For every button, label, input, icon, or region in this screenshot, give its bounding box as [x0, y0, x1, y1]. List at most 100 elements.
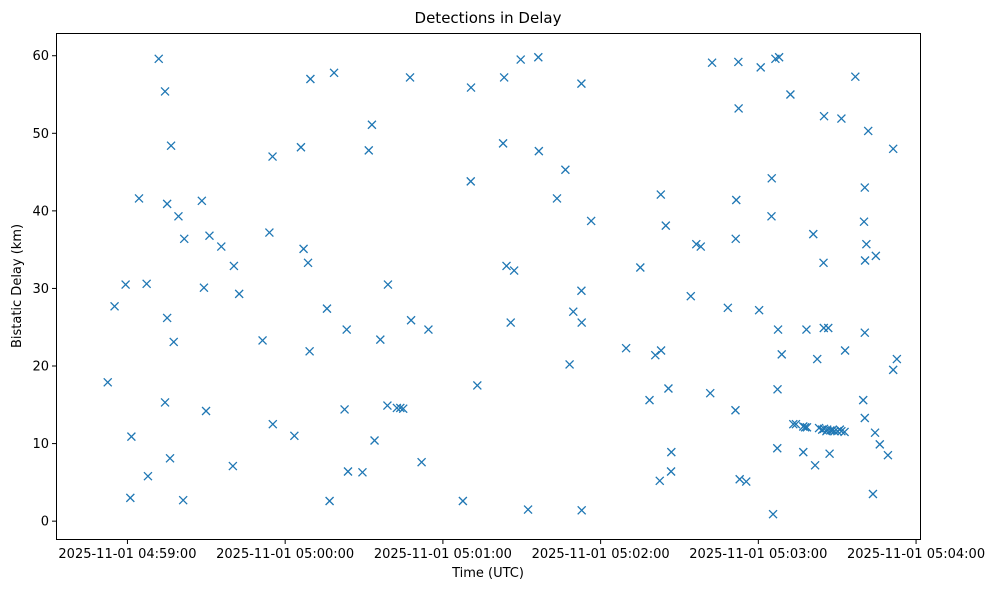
- data-point: [754, 305, 764, 315]
- data-point: [296, 142, 306, 152]
- data-point: [458, 496, 468, 506]
- data-point: [883, 450, 893, 460]
- x-tick-label: 2025-11-01 05:01:00: [374, 547, 512, 562]
- x-tick-label: 2025-11-01 05:04:00: [847, 547, 985, 562]
- data-point: [840, 346, 850, 355]
- data-point: [621, 343, 631, 353]
- data-point: [329, 68, 339, 78]
- data-point: [197, 196, 207, 206]
- data-point: [305, 74, 315, 84]
- data-point: [199, 283, 209, 293]
- data-point: [103, 377, 113, 387]
- data-point: [499, 72, 509, 82]
- data-point: [723, 303, 733, 313]
- data-point: [498, 138, 508, 148]
- data-point: [342, 325, 352, 335]
- data-point: [126, 432, 136, 442]
- data-point: [666, 467, 676, 476]
- data-point: [383, 280, 393, 290]
- data-point: [661, 221, 671, 231]
- data-point: [533, 52, 543, 62]
- data-point: [800, 422, 810, 432]
- data-point: [825, 449, 835, 459]
- data-point: [405, 72, 415, 82]
- data-point: [707, 58, 717, 68]
- data-point: [417, 457, 427, 467]
- data-point: [870, 428, 880, 438]
- data-point: [134, 193, 144, 203]
- data-point: [586, 216, 596, 226]
- x-axis-label: Time (UTC): [451, 566, 524, 581]
- data-point: [502, 261, 511, 271]
- data-point: [767, 211, 776, 221]
- data-point: [798, 447, 808, 457]
- data-point: [125, 493, 135, 503]
- data-point: [289, 431, 299, 441]
- data-point: [143, 471, 153, 481]
- data-point: [888, 144, 898, 154]
- data-point: [801, 325, 811, 335]
- data-point: [830, 426, 840, 436]
- data-point: [466, 176, 476, 186]
- chart-title: Detections in Delay: [415, 9, 562, 27]
- data-point: [774, 52, 784, 62]
- data-point: [142, 279, 152, 289]
- data-point: [509, 266, 519, 276]
- data-point: [406, 315, 416, 325]
- data-point: [840, 427, 850, 437]
- data-point: [398, 404, 408, 414]
- data-point: [565, 360, 575, 369]
- data-point: [819, 258, 828, 268]
- data-point: [650, 350, 660, 360]
- data-point: [322, 304, 332, 314]
- data-point: [691, 239, 701, 249]
- data-point: [299, 244, 309, 254]
- data-point: [169, 337, 179, 347]
- data-point: [666, 447, 676, 457]
- data-point: [860, 328, 870, 338]
- data-point: [836, 426, 846, 436]
- data-point: [162, 199, 172, 209]
- data-point: [234, 289, 244, 299]
- data-point: [466, 83, 476, 92]
- data-point: [768, 509, 778, 519]
- data-point: [858, 395, 868, 405]
- data-point: [785, 90, 795, 99]
- data-point: [773, 384, 782, 394]
- data-point: [534, 146, 544, 156]
- data-point: [859, 217, 869, 227]
- data-point: [772, 443, 782, 453]
- data-point: [812, 354, 822, 364]
- x-tick-label: 2025-11-01 04:59:00: [58, 547, 196, 562]
- data-point: [860, 183, 870, 193]
- x-tick-label: 2025-11-01 05:02:00: [532, 547, 670, 562]
- plot-area-frame: [56, 33, 921, 540]
- y-tick-label: 20: [32, 360, 49, 375]
- data-point: [656, 346, 666, 355]
- data-point: [268, 152, 278, 162]
- data-point: [577, 318, 587, 328]
- data-point: [303, 258, 313, 268]
- data-point: [576, 286, 586, 296]
- data-point: [472, 380, 482, 390]
- data-point: [375, 335, 385, 345]
- data-point: [871, 251, 881, 261]
- data-point: [268, 419, 278, 429]
- data-point: [216, 242, 226, 252]
- data-point: [731, 234, 741, 244]
- data-point: [160, 86, 170, 96]
- data-point: [340, 404, 350, 414]
- data-point: [576, 79, 586, 89]
- data-point: [645, 395, 654, 405]
- data-point: [850, 72, 860, 82]
- data-point: [777, 349, 787, 359]
- y-axis-label: Bistatic Delay (km): [10, 224, 25, 348]
- data-point: [357, 467, 367, 477]
- data-point: [686, 291, 696, 301]
- data-point: [734, 104, 744, 113]
- data-point: [735, 474, 745, 484]
- y-tick-label: 30: [32, 282, 49, 297]
- y-tick-label: 60: [32, 49, 49, 64]
- x-tick-label: 2025-11-01 05:03:00: [689, 547, 827, 562]
